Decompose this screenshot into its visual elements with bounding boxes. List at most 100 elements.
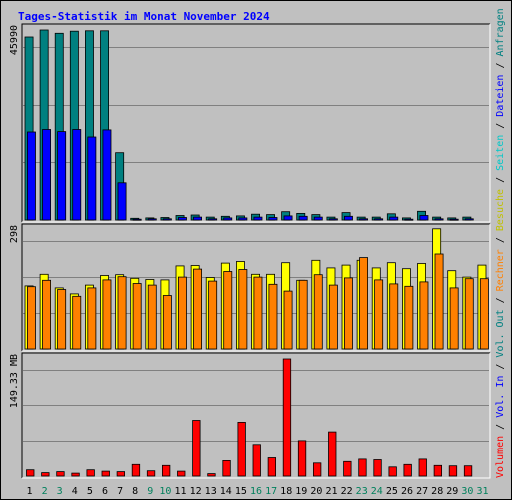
legend-item: Anfragen (495, 8, 506, 56)
bar-volume-volumen-day-21 (328, 431, 337, 477)
bar-volume-volumen-day-13 (207, 473, 216, 477)
legend-item: Dateien (495, 75, 506, 117)
bar-visits-rechner-day-5 (87, 287, 97, 350)
day-label: 13 (205, 486, 217, 497)
day-label: 11 (174, 486, 186, 497)
legend-item: Rechner (495, 249, 506, 291)
bar-visits-rechner-day-28 (434, 253, 444, 350)
day-label: 15 (235, 486, 247, 497)
bar-volume-volumen-day-16 (252, 444, 261, 477)
bar-volume-volumen-day-9 (146, 470, 156, 477)
bar-volume-volumen-day-19 (297, 440, 307, 477)
legend-separator: / (495, 117, 506, 135)
bar-visits-rechner-day-9 (147, 284, 157, 350)
bar-visits-rechner-day-30 (464, 278, 474, 350)
bar-volume-volumen-day-15 (237, 421, 246, 477)
day-label: 7 (117, 486, 123, 497)
bar-requests-dateien-day-13 (208, 218, 218, 221)
panel-max-label: 298 (9, 225, 20, 243)
bar-volume-volumen-day-20 (312, 462, 322, 477)
bar-requests-dateien-day-19 (298, 215, 308, 221)
panel-border-dark (21, 23, 490, 222)
day-label: 30 (461, 486, 473, 497)
bar-visits-rechner-day-22 (343, 277, 353, 350)
day-label: 14 (220, 486, 232, 497)
day-label: 3 (57, 486, 63, 497)
day-label: 31 (476, 486, 488, 497)
bar-visits-rechner-day-8 (132, 283, 142, 350)
bar-requests-dateien-day-9 (147, 218, 157, 221)
panel-background (22, 24, 490, 222)
bar-visits-rechner-day-4 (72, 295, 82, 350)
day-label: 2 (42, 486, 48, 497)
bar-visits-rechner-day-17 (268, 283, 278, 350)
day-label: 6 (102, 486, 108, 497)
bar-visits-rechner-day-3 (57, 289, 67, 350)
bar-requests-dateien-day-28 (434, 218, 444, 221)
bar-visits-rechner-day-18 (283, 290, 293, 350)
bar-requests-dateien-day-12 (193, 216, 203, 221)
bar-volume-volumen-day-7 (116, 471, 125, 477)
bar-visits-rechner-day-19 (298, 279, 308, 350)
bar-visits-rechner-day-20 (313, 274, 323, 350)
day-label: 23 (356, 486, 368, 497)
panel-border-light (22, 224, 491, 352)
bar-requests-dateien-day-20 (313, 216, 323, 221)
day-axis-labels: 1 2 3 4 5 6 7 8 9 10 11 12 13 14 15 16 17 18 19 20 21 22 23 24 2… (26, 486, 488, 497)
bar-volume-volumen-day-8 (131, 463, 141, 477)
bar-volume-volumen-day-18 (282, 358, 292, 477)
day-label: 26 (401, 486, 413, 497)
bar-volume-volumen-day-27 (418, 458, 427, 477)
bar-visits-rechner-day-2 (42, 279, 52, 350)
legend-item: Volumen (495, 436, 506, 478)
bar-volume-volumen-day-23 (358, 458, 367, 477)
bar-requests-dateien-day-17 (268, 217, 278, 221)
bar-requests-dateien-day-18 (283, 215, 293, 221)
bar-visits-rechner-day-13 (208, 280, 218, 350)
bar-visits-rechner-day-11 (177, 276, 187, 350)
chart-panels: 45990 298 149.33 MB (9, 23, 491, 479)
bar-requests-dateien-day-14 (223, 217, 233, 221)
bar-requests-dateien-day-15 (238, 217, 248, 221)
bar-requests-dateien-day-30 (464, 218, 474, 221)
bar-volume-volumen-day-5 (86, 469, 95, 477)
day-label: 5 (87, 486, 93, 497)
day-label: 24 (371, 486, 383, 497)
bar-visits-rechner-day-31 (479, 278, 489, 350)
bar-volume-volumen-day-24 (373, 459, 382, 477)
day-label: 29 (446, 486, 458, 497)
panel-visits: 298 (9, 223, 491, 352)
bar-visits-rechner-day-23 (359, 257, 369, 350)
legend-item: Vol. In (495, 376, 506, 418)
bar-requests-dateien-day-22 (343, 215, 353, 221)
bar-requests-dateien-day-4 (72, 129, 82, 221)
bar-visits-rechner-day-26 (404, 285, 414, 350)
bar-requests-dateien-day-1 (26, 131, 36, 221)
bar-visits-rechner-day-15 (238, 269, 248, 350)
bar-requests-dateien-day-2 (42, 129, 52, 221)
chart-title: Tages-Statistik im Monat November 2024 (18, 10, 270, 23)
bar-requests-dateien-day-25 (389, 216, 399, 221)
bar-volume-volumen-day-12 (192, 420, 201, 477)
day-label: 12 (190, 486, 202, 497)
day-label: 16 (250, 486, 262, 497)
bar-visits-rechner-day-24 (374, 279, 384, 350)
right-legend: Volumen / Vol. In / Vol. Out / Rechner /… (495, 8, 506, 478)
legend-item: Besuche (495, 189, 506, 231)
bar-requests-dateien-day-11 (177, 217, 187, 221)
day-label: 1 (26, 486, 32, 497)
bar-visits-rechner-day-25 (389, 283, 399, 350)
bar-volume-volumen-day-30 (463, 465, 473, 477)
bar-requests-dateien-day-21 (328, 218, 338, 221)
panel-border-dark (21, 352, 490, 478)
day-label: 19 (295, 486, 307, 497)
bar-visits-rechner-day-7 (117, 276, 127, 350)
bar-visits-rechner-day-27 (419, 281, 429, 350)
day-label: 18 (280, 486, 292, 497)
bar-requests-dateien-day-10 (162, 218, 172, 221)
legend-item: Seiten (495, 135, 506, 171)
bar-volume-volumen-day-25 (388, 466, 397, 477)
bar-volume-volumen-day-4 (71, 472, 80, 477)
bar-volume-volumen-day-26 (403, 463, 412, 477)
